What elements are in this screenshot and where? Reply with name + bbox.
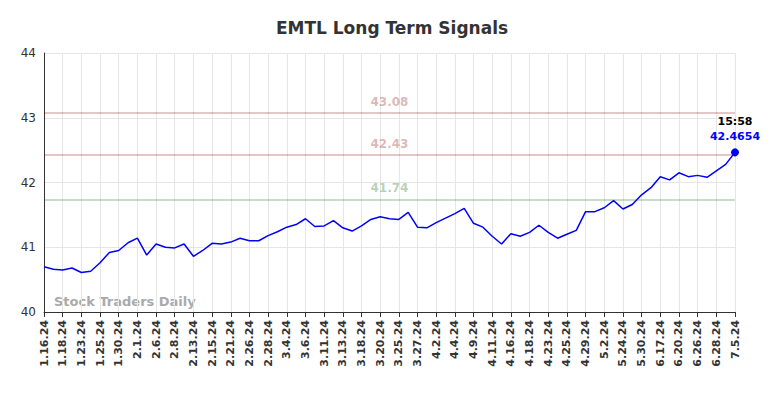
- svg-text:42.4654: 42.4654: [710, 130, 760, 143]
- svg-text:Stock Traders Daily: Stock Traders Daily: [54, 294, 196, 309]
- svg-text:2.13.24: 2.13.24: [187, 320, 200, 367]
- svg-text:5.2.24: 5.2.24: [598, 320, 611, 359]
- svg-text:6.20.24: 6.20.24: [672, 320, 685, 367]
- svg-text:4.11.24: 4.11.24: [486, 320, 499, 367]
- svg-text:4.9.24: 4.9.24: [467, 320, 480, 359]
- svg-text:4.2.24: 4.2.24: [430, 320, 443, 359]
- svg-text:4.16.24: 4.16.24: [504, 320, 517, 367]
- svg-text:1.23.24: 1.23.24: [75, 320, 88, 367]
- svg-text:6.28.24: 6.28.24: [710, 320, 723, 367]
- svg-text:3.25.24: 3.25.24: [392, 320, 405, 367]
- svg-text:2.8.24: 2.8.24: [168, 320, 181, 359]
- svg-text:44: 44: [21, 46, 36, 60]
- svg-text:3.20.24: 3.20.24: [374, 320, 387, 367]
- svg-text:42: 42: [21, 176, 36, 190]
- svg-text:4.4.24: 4.4.24: [448, 320, 461, 359]
- svg-text:4.29.24: 4.29.24: [579, 320, 592, 367]
- svg-text:2.1.24: 2.1.24: [131, 320, 144, 359]
- svg-text:15:58: 15:58: [717, 115, 752, 128]
- svg-text:3.18.24: 3.18.24: [355, 320, 368, 367]
- svg-text:3.11.24: 3.11.24: [318, 320, 331, 367]
- svg-text:41: 41: [21, 240, 36, 254]
- svg-text:4.18.24: 4.18.24: [523, 320, 536, 367]
- svg-text:43: 43: [21, 111, 36, 125]
- svg-text:4.23.24: 4.23.24: [542, 320, 555, 367]
- svg-text:3.13.24: 3.13.24: [336, 320, 349, 367]
- svg-text:41.74: 41.74: [371, 181, 409, 195]
- svg-text:6.17.24: 6.17.24: [654, 320, 667, 367]
- svg-text:3.4.24: 3.4.24: [280, 320, 293, 359]
- svg-text:2.26.24: 2.26.24: [243, 320, 256, 367]
- svg-text:2.21.24: 2.21.24: [224, 320, 237, 367]
- svg-text:3.27.24: 3.27.24: [411, 320, 424, 367]
- svg-text:2.15.24: 2.15.24: [206, 320, 219, 367]
- svg-text:43.08: 43.08: [371, 95, 409, 109]
- svg-text:5.24.24: 5.24.24: [616, 320, 629, 367]
- svg-text:4.25.24: 4.25.24: [560, 320, 573, 367]
- svg-text:2.28.24: 2.28.24: [262, 320, 275, 367]
- svg-text:1.18.24: 1.18.24: [56, 320, 69, 367]
- svg-text:40: 40: [21, 305, 36, 319]
- svg-text:1.30.24: 1.30.24: [112, 320, 125, 367]
- svg-text:2.6.24: 2.6.24: [150, 320, 163, 359]
- svg-text:1.16.24: 1.16.24: [38, 320, 51, 367]
- svg-text:1.25.24: 1.25.24: [94, 320, 107, 367]
- svg-text:3.6.24: 3.6.24: [299, 320, 312, 359]
- svg-text:42.43: 42.43: [371, 137, 409, 151]
- svg-text:7.5.24: 7.5.24: [729, 320, 742, 359]
- svg-text:5.30.24: 5.30.24: [635, 320, 648, 367]
- svg-text:EMTL Long Term Signals: EMTL Long Term Signals: [276, 18, 508, 38]
- svg-text:6.26.24: 6.26.24: [691, 320, 704, 367]
